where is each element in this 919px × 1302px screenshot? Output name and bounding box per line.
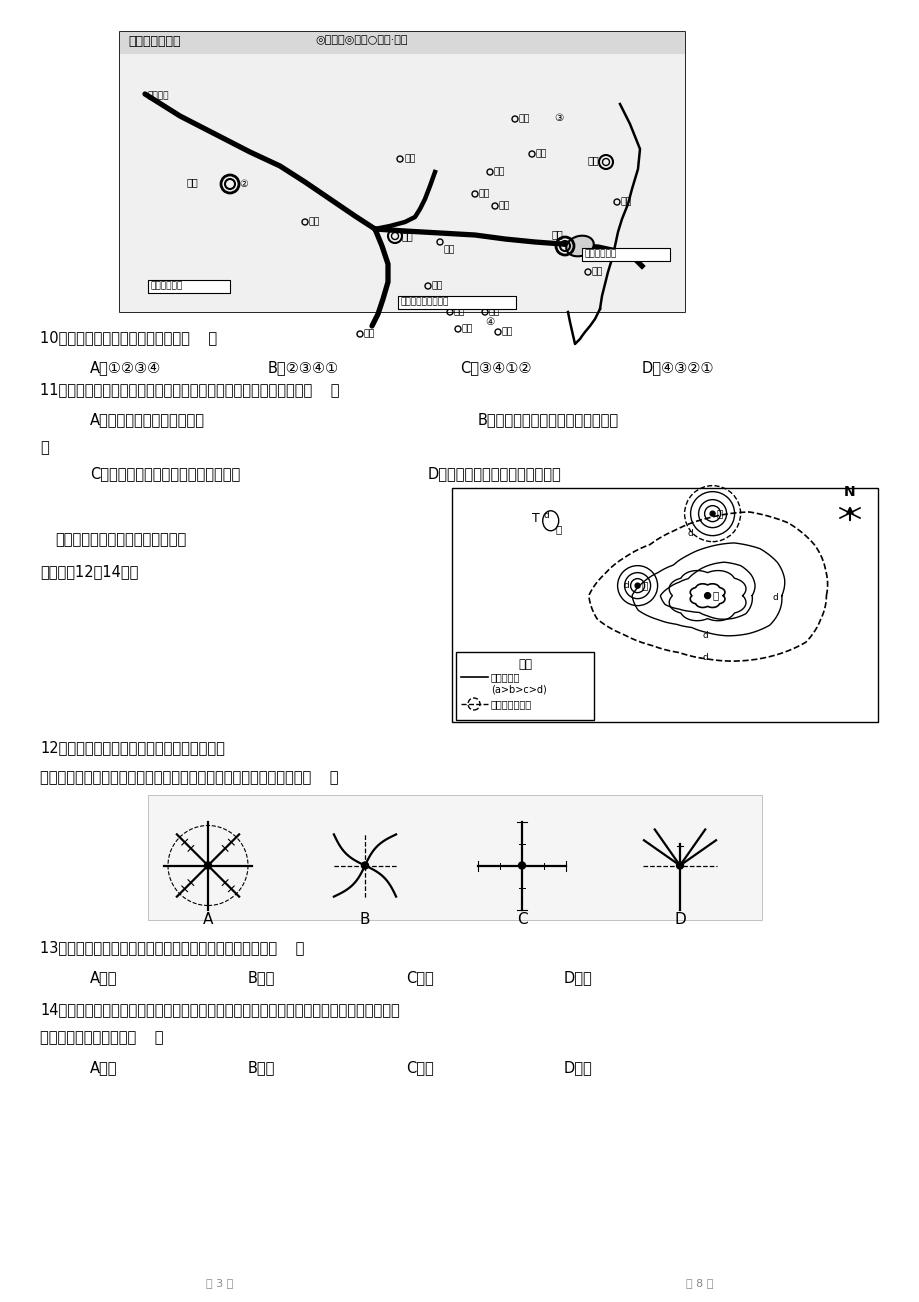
Text: C．③④①②: C．③④①② bbox=[460, 359, 531, 375]
Circle shape bbox=[518, 862, 525, 868]
Text: 10．城市等级体系从大到小依次是（    ）: 10．城市等级体系从大到小依次是（ ） bbox=[40, 329, 217, 345]
Text: B．到漳州购买彩电、冰箱等生活用: B．到漳州购买彩电、冰箱等生活用 bbox=[478, 411, 618, 427]
Text: 11．古雷的居民在寻求下列几组不同的服务时，合理的城市选择是（    ）: 11．古雷的居民在寻求下列几组不同的服务时，合理的城市选择是（ ） bbox=[40, 381, 339, 397]
Circle shape bbox=[709, 512, 714, 516]
Bar bbox=[119, 33, 685, 312]
Circle shape bbox=[704, 592, 709, 599]
Text: D．丁: D．丁 bbox=[563, 1060, 592, 1075]
Text: B．乙: B．乙 bbox=[248, 970, 275, 986]
Text: 地价等值线: 地价等值线 bbox=[491, 672, 520, 682]
Text: 金门: 金门 bbox=[591, 267, 603, 276]
Text: D．只要有钱，到哪里消费都一样: D．只要有钱，到哪里消费都一样 bbox=[427, 466, 562, 480]
Bar bbox=[119, 53, 685, 312]
Text: C: C bbox=[516, 911, 527, 927]
Text: C．丙: C．丙 bbox=[405, 1060, 433, 1075]
Bar bbox=[148, 280, 230, 293]
Text: 14．该城市中心商务区、传统工业区、高新产业区和旅游观光区等功能区布局较为合理。其: 14．该城市中心商务区、传统工业区、高新产业区和旅游观光区等功能区布局较为合理。… bbox=[40, 1003, 400, 1017]
Circle shape bbox=[634, 583, 640, 589]
Bar bbox=[451, 488, 877, 723]
Circle shape bbox=[675, 862, 683, 868]
Text: 下列四幅交通干线示意图中，最能表示该城市交通干线分布状况的是（    ）: 下列四幅交通干线示意图中，最能表示该城市交通干线分布状况的是（ ） bbox=[40, 769, 338, 785]
Text: 南安: 南安 bbox=[536, 150, 547, 159]
Text: C．丙: C．丙 bbox=[405, 970, 433, 986]
Text: 鹰厦铁路: 鹰厦铁路 bbox=[148, 91, 169, 100]
Text: 甲: 甲 bbox=[712, 591, 718, 600]
Text: 第 3 页: 第 3 页 bbox=[206, 1279, 233, 1288]
Text: 福厦漳泉高速: 福厦漳泉高速 bbox=[584, 250, 617, 259]
Text: A．甲: A．甲 bbox=[90, 1060, 118, 1075]
Text: d: d bbox=[687, 529, 693, 538]
Text: 泉州: 泉州 bbox=[587, 155, 599, 165]
Circle shape bbox=[361, 862, 369, 868]
Text: 东山: 东山 bbox=[502, 328, 513, 336]
Text: 共 8 页: 共 8 页 bbox=[686, 1279, 713, 1288]
Bar bbox=[119, 33, 685, 53]
Text: 如图为某城市地价等值线分布图。: 如图为某城市地价等值线分布图。 bbox=[55, 533, 186, 547]
Text: 平和: 平和 bbox=[432, 281, 443, 290]
Text: 13．图示甲、乙、丙、丁四区中心，交通拥堵最严重的是（    ）: 13．图示甲、乙、丙、丁四区中心，交通拥堵最严重的是（ ） bbox=[40, 940, 304, 954]
Text: 潮州: 潮州 bbox=[364, 329, 375, 339]
Text: 诏安: 诏安 bbox=[461, 324, 473, 333]
Text: 水定: 水定 bbox=[309, 217, 320, 227]
Text: 丁: 丁 bbox=[716, 509, 722, 518]
Text: 漳州: 漳州 bbox=[402, 230, 414, 241]
Text: 中，传统工业区布局在（    ）: 中，传统工业区布局在（ ） bbox=[40, 1030, 164, 1046]
Text: 云霄: 云霄 bbox=[453, 307, 465, 316]
Text: ①: ① bbox=[595, 251, 604, 260]
Text: 安溪: 安溪 bbox=[494, 168, 505, 177]
Bar bbox=[456, 652, 594, 720]
Text: 厦门: 厦门 bbox=[551, 229, 563, 240]
Text: D: D bbox=[674, 911, 686, 927]
Bar bbox=[398, 296, 516, 309]
Bar bbox=[148, 796, 761, 921]
Text: d: d bbox=[543, 512, 549, 521]
Text: 品: 品 bbox=[40, 440, 49, 454]
Text: A．①②③④: A．①②③④ bbox=[90, 359, 161, 375]
Text: 长泰: 长泰 bbox=[498, 202, 510, 211]
Text: 古雷: 古雷 bbox=[489, 307, 500, 316]
Text: A．甲: A．甲 bbox=[90, 970, 118, 986]
Text: 热岛环流边界线: 热岛环流边界线 bbox=[491, 699, 531, 710]
Text: B．乙: B．乙 bbox=[248, 1060, 275, 1075]
Text: 闽南地区的聚落: 闽南地区的聚落 bbox=[128, 35, 180, 48]
Text: 华安: 华安 bbox=[479, 190, 490, 198]
Text: 南靖: 南靖 bbox=[444, 246, 455, 254]
Text: ③: ③ bbox=[554, 113, 563, 122]
Text: ④: ④ bbox=[485, 316, 494, 327]
Text: B．②③④①: B．②③④① bbox=[267, 359, 339, 375]
Text: d: d bbox=[772, 594, 777, 602]
Text: T: T bbox=[531, 512, 539, 525]
Text: 永春: 永春 bbox=[518, 115, 530, 124]
Text: A: A bbox=[202, 911, 213, 927]
Text: 丙: 丙 bbox=[641, 581, 647, 591]
Text: d: d bbox=[702, 654, 708, 663]
Text: ◎副省级◎市级○县级·乡村: ◎副省级◎市级○县级·乡村 bbox=[314, 35, 407, 46]
Text: d: d bbox=[623, 581, 629, 590]
Text: B: B bbox=[359, 911, 369, 927]
Text: N: N bbox=[844, 486, 855, 499]
Text: 龙岩: 龙岩 bbox=[187, 177, 199, 187]
Text: 12．交通通达度是影响地价的主要因素之一。: 12．交通通达度是影响地价的主要因素之一。 bbox=[40, 740, 224, 755]
Text: 读图完成12～14题。: 读图完成12～14题。 bbox=[40, 564, 138, 579]
Text: A．到东山购买鱼虾等副食品: A．到东山购买鱼虾等副食品 bbox=[90, 411, 205, 427]
Text: 图例: 图例 bbox=[517, 658, 531, 671]
Text: 乙: 乙 bbox=[555, 523, 562, 534]
Ellipse shape bbox=[565, 236, 593, 256]
Text: (a>b>c>d): (a>b>c>d) bbox=[491, 684, 546, 694]
Text: ②: ② bbox=[239, 178, 247, 189]
Text: 石狮: 石狮 bbox=[620, 198, 632, 207]
Text: 福厦漳城际铁路规划: 福厦漳城际铁路规划 bbox=[401, 297, 448, 306]
Text: 漳平: 漳平 bbox=[404, 155, 416, 164]
Text: D．丁: D．丁 bbox=[563, 970, 592, 986]
Text: 厦龙快速铁路: 厦龙快速铁路 bbox=[151, 281, 183, 290]
Text: D．④③②①: D．④③②① bbox=[641, 359, 714, 375]
Bar bbox=[582, 247, 669, 260]
Circle shape bbox=[204, 862, 211, 868]
Text: C．到厦门看疑难重病，购买高档商品: C．到厦门看疑难重病，购买高档商品 bbox=[90, 466, 240, 480]
Text: d: d bbox=[702, 631, 708, 641]
